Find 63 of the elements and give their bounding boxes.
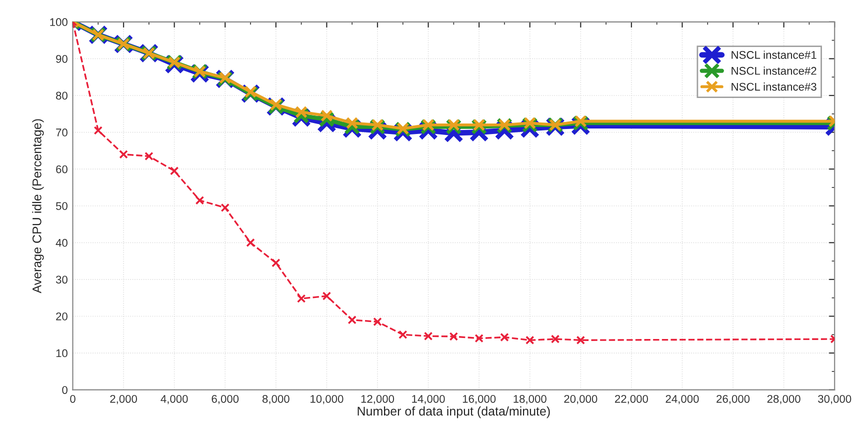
y-tick-label: 30: [56, 276, 68, 284]
x-tick-label: 18,000: [514, 394, 546, 404]
point: [195, 196, 204, 205]
x-tick-label: 2,000: [110, 394, 138, 404]
point: [422, 118, 434, 132]
point: [371, 118, 384, 132]
y-tick-label: 40: [56, 238, 68, 247]
point: [424, 332, 433, 340]
point: [295, 106, 308, 118]
legend-label: NSCL instance#2: [732, 66, 816, 75]
y-tick-label: 10: [56, 349, 68, 358]
point: [550, 334, 560, 344]
point: [500, 332, 509, 342]
point: [398, 330, 408, 340]
y-axis-title: Average CPU idle (Percentage): [32, 119, 44, 294]
point: [346, 116, 358, 130]
x-tick-label: 16,000: [462, 394, 496, 404]
point: [525, 336, 534, 345]
point: [296, 294, 306, 303]
legend-label: NSCL instance#1: [732, 50, 816, 59]
x-axis-title: Number of data input (data/minute): [358, 406, 550, 418]
x-tick-label: 14,000: [412, 394, 445, 404]
x-tick-label: 20,000: [564, 394, 598, 404]
x-tick-label: 12,000: [361, 394, 394, 404]
point: [246, 238, 255, 248]
y-tick-label: 100: [50, 18, 68, 26]
point: [119, 150, 128, 159]
point: [170, 166, 179, 176]
point: [220, 203, 230, 212]
point: [574, 115, 587, 128]
x-tick-label: 6,000: [212, 394, 239, 404]
x-tick-label: 28,000: [767, 394, 800, 404]
point: [576, 336, 586, 345]
point: [373, 317, 382, 326]
point: [448, 118, 460, 132]
point: [472, 118, 486, 132]
y-tick-label: 60: [56, 165, 68, 174]
y-tick-label: 0: [62, 386, 68, 394]
y-tick-label: 70: [56, 128, 68, 136]
y-tick-label: 20: [56, 312, 68, 320]
x-tick-label: 30,000: [818, 394, 852, 404]
point: [320, 110, 333, 122]
y-tick-label: 80: [56, 92, 68, 100]
point: [144, 152, 154, 161]
point: [272, 258, 280, 268]
point: [524, 116, 536, 130]
x-tick-label: 22,000: [615, 394, 648, 404]
point: [348, 316, 356, 324]
y-tick-label: 90: [56, 54, 68, 63]
point: [322, 292, 332, 300]
point: [449, 332, 458, 341]
point: [474, 334, 484, 343]
x-tick-label: 26,000: [716, 394, 750, 404]
x-tick-label: 8,000: [262, 394, 290, 404]
x-tick-label: 24,000: [666, 394, 699, 404]
x-tick-label: 4,000: [160, 394, 188, 404]
x-tick-label: 10,000: [310, 394, 344, 404]
point: [270, 98, 282, 111]
point: [244, 86, 257, 98]
y-tick-label: 50: [56, 202, 68, 210]
point: [94, 126, 103, 135]
legend-label: NSCL instance#3: [732, 82, 816, 91]
x-tick-label: 0: [70, 394, 76, 403]
